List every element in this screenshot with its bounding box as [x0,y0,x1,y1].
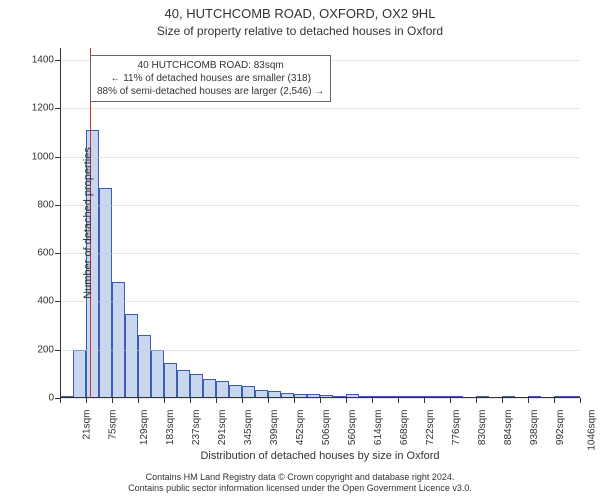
x-tick-mark [372,398,373,403]
y-tick-label: 0 [14,393,54,404]
gridline [60,157,580,158]
gridline [60,350,580,351]
x-tick-mark [528,398,529,403]
gridline [60,205,580,206]
x-tick-mark [580,398,581,403]
y-tick-label: 200 [14,344,54,355]
x-tick-mark [242,398,243,403]
histogram-bar [164,363,177,398]
x-tick-mark [398,398,399,403]
plot-inner: 0200400600800100012001400 21sqm75sqm129s… [60,48,580,398]
x-tick-label: 237sqm [191,410,202,446]
x-tick-mark [164,398,165,403]
y-axis-label: Number of detached properties [82,147,94,299]
y-tick-mark [55,253,60,254]
plot-area: 0200400600800100012001400 21sqm75sqm129s… [60,48,580,398]
x-axis-label: Distribution of detached houses by size … [60,450,580,462]
x-tick-mark [424,398,425,403]
x-tick-mark [86,398,87,403]
gridline [60,253,580,254]
y-tick-mark [55,350,60,351]
y-tick-mark [55,60,60,61]
x-tick-label: 345sqm [243,410,254,446]
x-tick-mark [138,398,139,403]
footer-line: Contains public sector information licen… [0,483,600,494]
y-tick-label: 400 [14,296,54,307]
y-axis-line [60,48,61,398]
x-tick-mark [190,398,191,403]
y-tick-label: 600 [14,248,54,259]
histogram-bar [216,381,229,398]
x-tick-mark [60,398,61,403]
x-tick-mark [320,398,321,403]
x-tick-label: 291sqm [217,410,228,446]
x-tick-mark [346,398,347,403]
y-tick-label: 1000 [14,151,54,162]
x-tick-label: 938sqm [529,410,540,446]
x-tick-mark [294,398,295,403]
footer-line: Contains HM Land Registry data © Crown c… [0,472,600,483]
info-box-line: ← 11% of detached houses are smaller (31… [97,72,324,85]
x-tick-label: 992sqm [555,410,566,446]
chart-container: 40, HUTCHCOMB ROAD, OXFORD, OX2 9HL Size… [0,0,600,500]
y-tick-label: 1200 [14,103,54,114]
x-tick-label: 129sqm [139,410,150,446]
y-tick-mark [55,108,60,109]
x-tick-label: 1046sqm [586,410,597,451]
x-tick-label: 506sqm [321,410,332,446]
x-tick-mark [554,398,555,403]
x-tick-mark [502,398,503,403]
y-tick-label: 1400 [14,55,54,66]
histogram-bar [73,350,86,398]
gridline [60,108,580,109]
x-tick-label: 21sqm [82,410,93,440]
x-tick-label: 722sqm [425,410,436,446]
x-tick-label: 668sqm [399,410,410,446]
y-tick-mark [55,157,60,158]
x-tick-label: 614sqm [373,410,384,446]
histogram-bar [203,379,216,398]
histogram-bar [99,188,112,398]
histogram-bar [190,374,203,398]
x-tick-mark [112,398,113,403]
histogram-bar [151,350,164,398]
gridline [60,301,580,302]
histogram-bar [112,282,125,398]
x-tick-mark [268,398,269,403]
y-tick-mark [55,301,60,302]
y-tick-mark [55,205,60,206]
x-tick-mark [216,398,217,403]
x-tick-label: 884sqm [503,410,514,446]
attribution-footer: Contains HM Land Registry data © Crown c… [0,472,600,495]
x-tick-mark [476,398,477,403]
info-box-line: 40 HUTCHCOMB ROAD: 83sqm [97,59,324,72]
info-box-line: 88% of semi-detached houses are larger (… [97,85,324,98]
chart-title: 40, HUTCHCOMB ROAD, OXFORD, OX2 9HL [0,6,600,21]
histogram-bar [138,335,151,398]
x-tick-label: 560sqm [347,410,358,446]
histogram-bar [125,314,138,398]
x-tick-label: 830sqm [477,410,488,446]
chart-subtitle: Size of property relative to detached ho… [0,24,600,38]
info-box: 40 HUTCHCOMB ROAD: 83sqm← 11% of detache… [90,55,331,102]
histogram-bar [229,385,242,398]
y-tick-label: 800 [14,199,54,210]
x-tick-label: 75sqm [108,410,119,440]
x-tick-label: 452sqm [295,410,306,446]
histogram-bar [177,370,190,398]
x-tick-label: 183sqm [165,410,176,446]
x-tick-label: 776sqm [451,410,462,446]
x-tick-mark [450,398,451,403]
x-tick-label: 399sqm [269,410,280,446]
